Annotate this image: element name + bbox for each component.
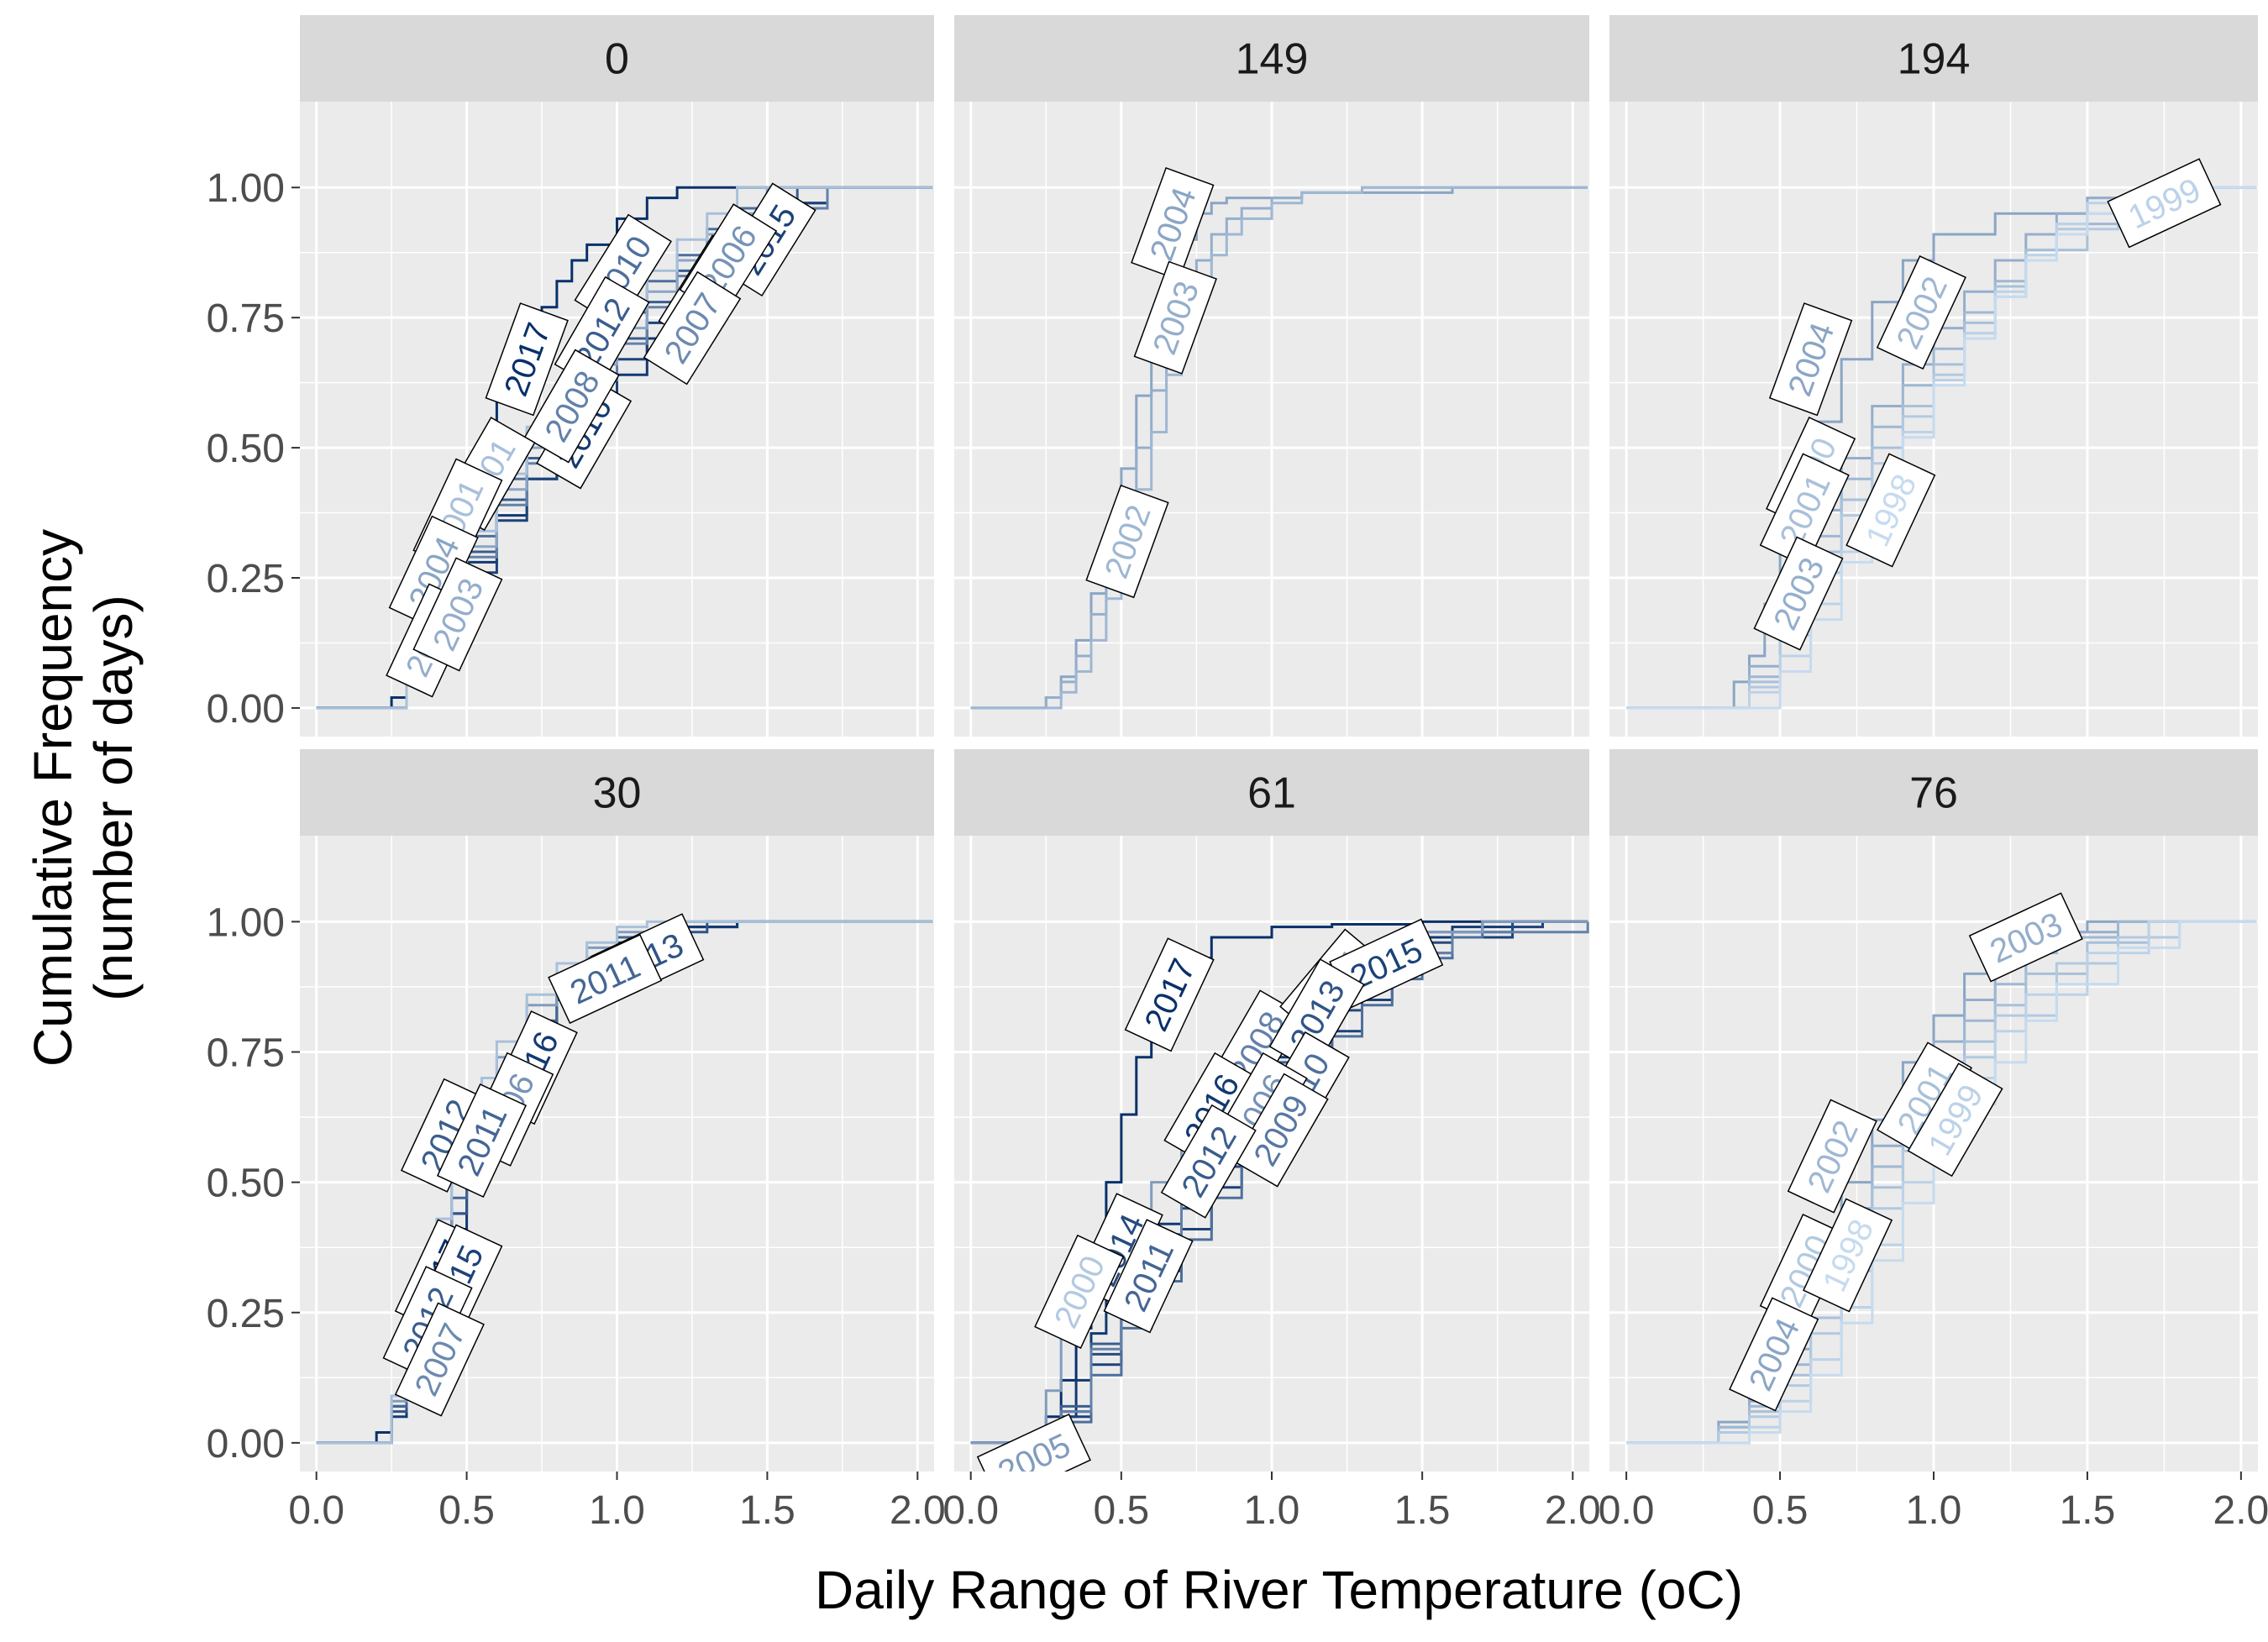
series-group — [1626, 186, 2257, 710]
facet-panel-61: 61 20172008200420152013201020162006200920… — [942, 749, 1601, 1533]
label-frame — [1759, 453, 1850, 568]
x-tick-label: 1.0 — [589, 1488, 645, 1533]
facet-strip — [954, 15, 1589, 102]
x-tick-label: 2.0 — [2213, 1488, 2268, 1533]
facet-strip-label: 76 — [1909, 769, 1958, 818]
facet-panel-30: 3020132011201620062012201120172015201220… — [207, 749, 946, 1533]
label-frame — [485, 302, 569, 417]
y-tick-label: 1.00 — [207, 166, 285, 211]
x-tick-label: 0.5 — [1752, 1488, 1809, 1533]
x-tick-label: 0.5 — [438, 1488, 495, 1533]
series-line-2004 — [1626, 186, 2257, 710]
label-frame — [436, 1083, 528, 1199]
series-group — [970, 186, 1588, 710]
facet-panel-194: 1941999200220042000200119982003 — [1609, 15, 2258, 737]
label-frame — [1768, 302, 1853, 417]
series-line-1998 — [1626, 186, 2257, 710]
y-tick-label: 0.75 — [207, 296, 285, 341]
label-frame — [1907, 1062, 2003, 1178]
y-tick-label: 0.00 — [207, 1422, 285, 1466]
x-tick-label: 1.0 — [1906, 1488, 1962, 1533]
facet-strip-label: 30 — [593, 769, 642, 818]
facet-strip — [300, 15, 934, 102]
x-tick-label: 1.5 — [1394, 1488, 1451, 1533]
label-frame — [1787, 1099, 1877, 1214]
x-tick-label: 0.5 — [1093, 1488, 1149, 1533]
x-tick-label: 0.0 — [288, 1488, 344, 1533]
y-axis-title-line: Cumulative Frequency — [23, 529, 83, 1067]
y-tick-label: 0.75 — [207, 1031, 285, 1076]
year-label-box: 2003 — [1133, 260, 1217, 375]
x-tick-label: 1.5 — [2060, 1488, 2116, 1533]
facet-strip — [300, 749, 934, 836]
label-frame — [1124, 937, 1215, 1052]
label-frame — [1133, 260, 1217, 375]
facet-strip — [1609, 749, 2258, 836]
label-frame — [1034, 1234, 1125, 1349]
label-frame — [2107, 158, 2222, 249]
y-tick-label: 0.50 — [207, 427, 285, 471]
series-line-1998 — [1626, 920, 2257, 1445]
label-frame — [1160, 1104, 1257, 1219]
label-frame — [1085, 484, 1169, 599]
label-frame — [1232, 1073, 1329, 1188]
label-frame — [548, 934, 663, 1025]
label-frame — [1876, 254, 1966, 370]
x-tick-label: 1.0 — [1244, 1488, 1300, 1533]
x-tick-label: 2.0 — [1545, 1488, 1601, 1533]
facet-strip — [954, 749, 1589, 836]
x-tick-label: 1.5 — [739, 1488, 795, 1533]
x-tick-label: 0.0 — [942, 1488, 999, 1533]
label-frame — [1968, 892, 2083, 983]
label-frame — [412, 557, 503, 672]
label-frame — [1131, 166, 1215, 281]
facet-strip-label: 61 — [1247, 769, 1296, 818]
y-tick-label: 0.25 — [207, 1292, 285, 1336]
facet-strip-label: 149 — [1236, 35, 1309, 84]
y-tick-label: 0.50 — [207, 1162, 285, 1206]
label-frame — [976, 1413, 1091, 1472]
label-frame — [1103, 1219, 1194, 1334]
y-tick-label: 1.00 — [207, 900, 285, 945]
label-frame — [1803, 1198, 1893, 1313]
label-frame — [1729, 1297, 1819, 1412]
y-tick-label: 0.00 — [207, 687, 285, 732]
label-frame — [1845, 453, 1936, 568]
label-frame — [523, 349, 620, 464]
facet-strip — [1609, 15, 2258, 102]
facet-strip-label: 0 — [605, 35, 629, 84]
y-axis-title-line: (number of days) — [83, 595, 144, 1001]
label-frame — [394, 1302, 485, 1417]
x-axis-title: Daily Range of River Temperature (oC) — [815, 1560, 1743, 1620]
x-tick-label: 2.0 — [890, 1488, 946, 1533]
y-axis-title: Cumulative Frequency (number of days) — [23, 529, 144, 1067]
series-line-2002 — [970, 186, 1588, 710]
label-group: 2017200820042015201320102016200620092012… — [976, 918, 1444, 1472]
label-frame — [1753, 536, 1844, 651]
y-tick-label: 0.25 — [207, 557, 285, 601]
label-frame — [643, 270, 742, 386]
facet-panel-0: 0201720102012201620152014200620072008200… — [207, 15, 934, 737]
facet-strip-label: 194 — [1898, 35, 1971, 84]
x-tick-label: 0.0 — [1599, 1488, 1655, 1533]
